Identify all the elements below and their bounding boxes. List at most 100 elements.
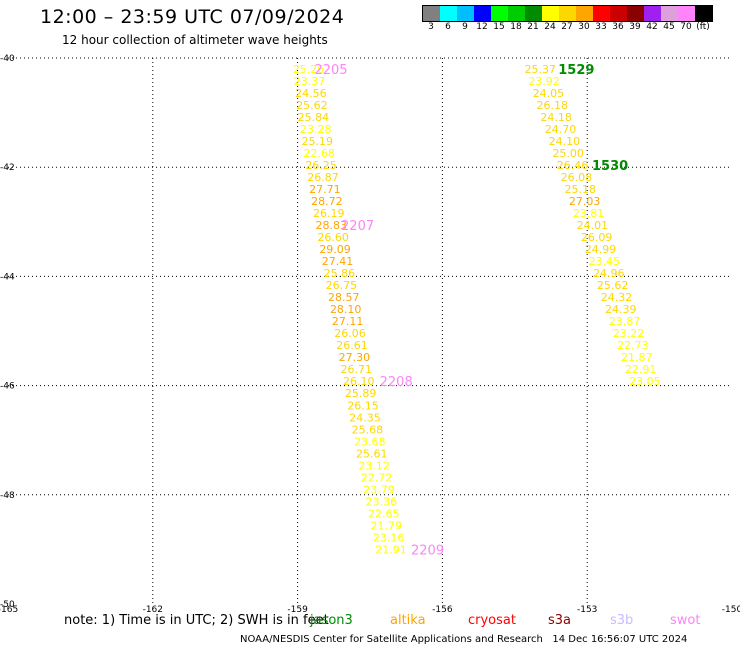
satellite-cryosat: cryosat [468, 613, 516, 628]
swh-value-label: 27.11 [332, 315, 364, 328]
legend-swatch [695, 6, 712, 21]
legend-label: 30 [578, 22, 590, 32]
swh-value-label: 24.05 [533, 87, 565, 100]
x-tick-label: -156 [432, 605, 453, 612]
pass-time-label: 2207 [341, 219, 374, 234]
legend-label: 15 [493, 22, 505, 32]
swh-value-label: 23.68 [354, 435, 386, 448]
swh-value-label: 26.19 [313, 207, 345, 220]
swh-value-label: 26.06 [334, 327, 366, 340]
wave-height-map: -165 -162 -159 -156 -153 -150 -40 -42 -44 -46 -48 -… [0, 54, 740, 612]
legend-label: 27 [561, 22, 573, 32]
swh-value-label: 23.81 [573, 207, 605, 220]
swh-value-label: 21.87 [621, 351, 653, 364]
swh-value-label: 24.56 [295, 87, 327, 100]
swh-value-label: 26.87 [307, 171, 339, 184]
satellite-swot: swot [670, 613, 701, 628]
swh-value-label: 28.57 [328, 291, 360, 304]
swh-value-label: 25.84 [298, 111, 330, 124]
footer-note-line: note: 1) Time is in UTC; 2) SWH is in fe… [0, 613, 740, 631]
legend-swatch [542, 6, 559, 21]
swh-value-label: 28.83 [315, 219, 347, 232]
y-tick-label: -44 [0, 272, 15, 282]
swh-value-label: 26.15 [347, 399, 379, 412]
swh-value-label: 23.36 [366, 495, 398, 508]
satellite-altika: altika [390, 613, 426, 628]
swh-value-label: 27.03 [569, 195, 601, 208]
swh-value-label: 29.09 [319, 243, 351, 256]
swh-value-label: 22.91 [625, 363, 657, 376]
swh-value-label: 24.35 [349, 411, 381, 424]
swh-value-label: 27.30 [339, 351, 371, 364]
swh-value-label: 23.16 [373, 531, 405, 544]
satellite-s3b: s3b [610, 613, 634, 628]
pass-time-label: 1529 [558, 63, 594, 78]
x-tick-label: -165 [0, 605, 18, 612]
legend-swatch [508, 6, 525, 21]
x-tick-label: -159 [287, 605, 308, 612]
swh-value-label: 25.62 [296, 99, 328, 112]
y-tick-label: -46 [0, 382, 15, 392]
swh-value-label: 23.05 [629, 375, 661, 388]
legend-label: 12 [476, 22, 488, 32]
legend-label: 3 [428, 22, 434, 32]
legend-label: 39 [629, 22, 641, 32]
swh-value-label: 26.09 [581, 231, 613, 244]
swh-value-label: 28.72 [311, 195, 343, 208]
swh-value-label: 26.25 [305, 159, 337, 172]
y-tick-label: -50 [0, 600, 15, 610]
legend-swatch [440, 6, 457, 21]
swh-value-label: 26.61 [336, 339, 368, 352]
legend-label: 42 [646, 22, 658, 32]
y-tick-label: -42 [0, 163, 15, 173]
legend-label: 70 [680, 22, 692, 32]
swh-value-label: 23.37 [294, 75, 326, 88]
swh-value-label: 23.92 [528, 75, 560, 88]
legend-swatch [474, 6, 491, 21]
legend-swatch [525, 6, 542, 21]
swh-value-label: 24.96 [593, 267, 625, 280]
satellite-s3a: s3a [548, 613, 572, 628]
legend-label: 45 [663, 22, 675, 32]
credit-line: NOAA/NESDIS Center for Satellite Applica… [240, 634, 688, 645]
swh-value-label: 25.37 [524, 63, 556, 76]
swh-value-label: 23.28 [300, 123, 332, 136]
swh-value-label: 24.18 [540, 111, 572, 124]
swh-value-label: 24.70 [545, 123, 577, 136]
swh-value-label: 24.39 [605, 303, 637, 316]
swh-value-label: 26.18 [537, 99, 569, 112]
y-tick-label: -40 [0, 54, 15, 64]
swh-value-label: 23.22 [613, 327, 645, 340]
swh-value-label: 25.89 [345, 387, 377, 400]
legend-label: 21 [527, 22, 539, 32]
swh-value-label: 22.73 [617, 339, 649, 352]
legend-swatch [661, 6, 678, 21]
x-tick-label: -150 [722, 605, 740, 612]
swh-value-label: 22.68 [303, 147, 335, 160]
swh-value-label: 25.68 [352, 423, 384, 436]
swh-value-label: 25.19 [301, 135, 333, 148]
swh-value-label: 26.60 [317, 231, 349, 244]
legend-swatch [576, 6, 593, 21]
swh-value-label: 23.12 [358, 459, 390, 472]
swh-value-label: 24.32 [601, 291, 633, 304]
swh-value-label: 26.08 [561, 171, 593, 184]
pass-time-label: 1530 [592, 159, 628, 174]
chart-title: 12:00 – 23:59 UTC 07/09/2024 [40, 6, 345, 28]
satellite-jason3: jason3 [310, 613, 353, 628]
x-tick-label: -162 [143, 605, 163, 612]
swh-value-label: 25.00 [552, 147, 584, 160]
legend-label: 36 [612, 22, 624, 32]
legend-swatch [644, 6, 661, 21]
swh-value-label: 23.79 [363, 483, 395, 496]
swh-value-label: 22.65 [368, 507, 400, 520]
swh-value-label: 27.71 [309, 183, 341, 196]
swh-value-label: 25.62 [597, 279, 629, 292]
swh-value-label: 24.99 [585, 243, 617, 256]
legend-swatch [627, 6, 644, 21]
swh-value-label: 23.87 [609, 315, 641, 328]
legend-swatch [423, 6, 440, 21]
swh-value-label: 25.86 [324, 267, 356, 280]
legend-swatch [457, 6, 474, 21]
y-tick-label: -48 [0, 491, 15, 501]
